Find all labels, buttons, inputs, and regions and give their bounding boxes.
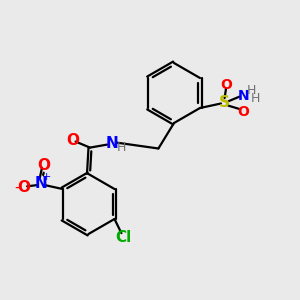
Text: O: O bbox=[220, 78, 232, 92]
Text: H: H bbox=[247, 84, 256, 97]
Text: +: + bbox=[42, 172, 52, 182]
Text: O: O bbox=[37, 158, 50, 172]
Text: O: O bbox=[17, 180, 30, 195]
Text: H: H bbox=[251, 92, 260, 105]
Text: S: S bbox=[219, 95, 230, 110]
Text: O: O bbox=[66, 133, 79, 148]
Text: N: N bbox=[237, 89, 249, 103]
Text: H: H bbox=[116, 141, 126, 154]
Text: N: N bbox=[34, 176, 47, 191]
Text: Cl: Cl bbox=[115, 230, 131, 245]
Text: -: - bbox=[14, 180, 20, 195]
Text: O: O bbox=[237, 105, 249, 119]
Text: N: N bbox=[105, 136, 118, 152]
